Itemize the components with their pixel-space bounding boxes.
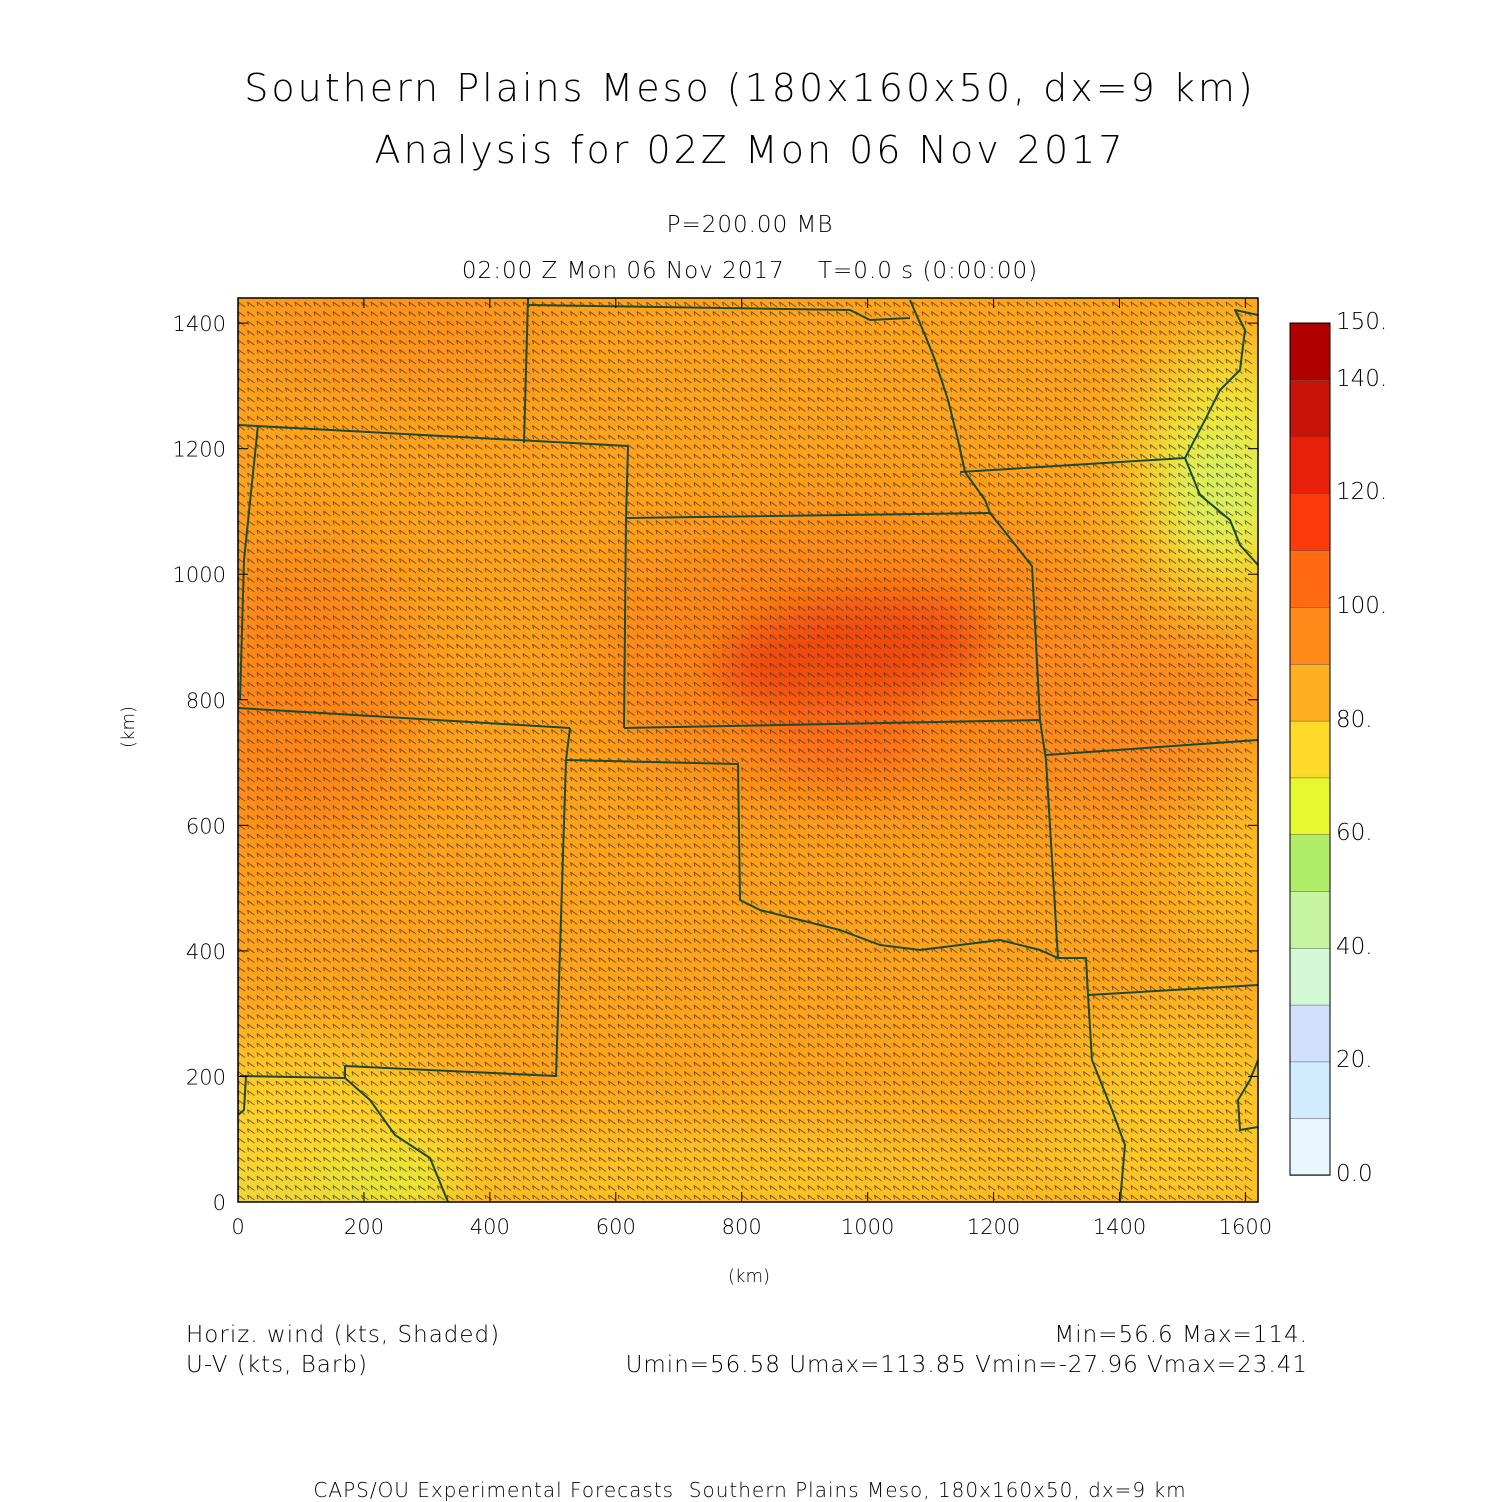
- footer-credit: CAPS/OU Experimental Forecasts Southern …: [313, 1478, 1187, 1502]
- colorbar-label: 20.: [1336, 1047, 1373, 1074]
- x-tick-label: 600: [596, 1215, 636, 1239]
- colorbar-label: 120.: [1336, 479, 1388, 506]
- y-tick-label: 1400: [173, 312, 226, 336]
- x-tick-label: 1600: [1219, 1215, 1272, 1239]
- y-tick-label: 1200: [173, 438, 226, 462]
- x-tick-label: 400: [470, 1215, 510, 1239]
- plot-frame: [237, 297, 1259, 1203]
- wind-speed-shading: [238, 298, 1258, 1202]
- colorbar-bin: [1289, 890, 1331, 949]
- colorbar-bin: [1289, 1061, 1331, 1119]
- x-tick-label: 1400: [1093, 1215, 1146, 1239]
- colorbar-label: 40.: [1336, 933, 1373, 960]
- x-axis-label: (km): [728, 1266, 771, 1287]
- x-axis: 0 200 400 600 800 1000 1200 1400 1600: [231, 298, 1272, 1239]
- colorbar: [1289, 322, 1331, 1176]
- y-tick-label: 0: [213, 1191, 226, 1215]
- legend-field-shaded: Horiz. wind (kts, Shaded): [186, 1322, 501, 1348]
- colorbar-bin: [1289, 947, 1331, 1006]
- valid-time: 02:00 Z Mon 06 Nov 2017 T=0.0 s (0:00:00…: [461, 258, 1039, 284]
- colorbar-bin: [1289, 322, 1331, 381]
- pressure-level: P=200.00 MB: [666, 212, 834, 238]
- state-boundaries: [238, 298, 1258, 1202]
- x-tick-label: 1200: [967, 1215, 1020, 1239]
- y-tick-label: 800: [186, 689, 226, 713]
- colorbar-label: 80.: [1336, 706, 1373, 733]
- x-tick-label: 0: [231, 1215, 244, 1239]
- colorbar-label: 140.: [1336, 365, 1388, 392]
- y-axis: 0 200 400 600 800 1000 1200 1400: [173, 312, 1258, 1215]
- legend-uv-min-max: Umin=56.58 Umax=113.85 Vmin=-27.96 Vmax=…: [625, 1352, 1308, 1378]
- colorbar-label: 150.: [1336, 309, 1388, 335]
- legend-min-max: Min=56.6 Max=114.: [1054, 1322, 1308, 1348]
- legend-field-barb: U-V (kts, Barb): [186, 1352, 368, 1378]
- x-tick-label: 200: [344, 1215, 384, 1239]
- y-tick-label: 200: [186, 1065, 226, 1089]
- y-tick-label: 1000: [173, 563, 226, 587]
- y-axis-label: (km): [118, 705, 139, 748]
- colorbar-bin: [1289, 1117, 1331, 1176]
- colorbar-bin: [1289, 549, 1331, 608]
- wind-barb-field: [238, 301, 1253, 1201]
- colorbar-label: 60.: [1336, 820, 1373, 847]
- colorbar-bin: [1289, 493, 1331, 551]
- colorbar-label: 100.: [1336, 593, 1388, 619]
- plot-title-line1: Southern Plains Meso (180x160x50, dx=9 k…: [244, 66, 1256, 110]
- plot-title-line2: Analysis for 02Z Mon 06 Nov 2017: [374, 128, 1126, 172]
- colorbar-bin: [1289, 777, 1331, 835]
- y-tick-label: 400: [186, 940, 226, 964]
- colorbar-bin: [1289, 436, 1331, 495]
- x-tick-label: 1000: [841, 1215, 894, 1239]
- colorbar-bin: [1289, 833, 1331, 892]
- wind-barbs: [238, 301, 1253, 1201]
- colorbar-frame: [1289, 322, 1331, 1176]
- colorbar-label: 0.0: [1336, 1161, 1373, 1187]
- colorbar-bin: [1289, 606, 1331, 665]
- colorbar-bin: [1289, 1004, 1331, 1063]
- colorbar-bin: [1289, 663, 1331, 722]
- y-tick-label: 600: [186, 814, 226, 838]
- x-tick-label: 800: [722, 1215, 762, 1239]
- colorbar-bin: [1289, 379, 1331, 438]
- colorbar-bin: [1289, 720, 1331, 779]
